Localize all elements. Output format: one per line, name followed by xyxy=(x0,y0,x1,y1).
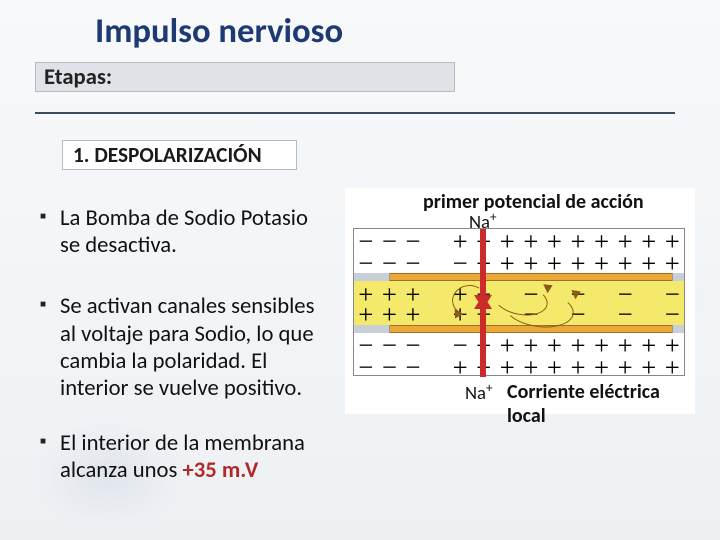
charge-sign: + xyxy=(519,354,543,381)
stage-label: 1. DESPOLARIZACIÓN xyxy=(73,142,262,168)
charge-sign: + xyxy=(566,250,590,277)
charge-sign: + xyxy=(495,354,519,381)
charge-sign: + xyxy=(495,250,519,277)
charge-sign: − xyxy=(661,301,685,328)
charge-row: −−−−+++++++++ xyxy=(354,253,684,273)
stage-box: 1. DESPOLARIZACIÓN xyxy=(62,140,297,170)
charge-sign: + xyxy=(637,354,661,381)
diagram: primer potencial de acción Na+ −−−++++++… xyxy=(345,188,695,414)
page-title: Impulso nervioso xyxy=(95,10,343,52)
slide: Impulso nervioso Etapas: 1. DESPOLARIZAC… xyxy=(0,0,720,540)
na-sup: + xyxy=(490,209,497,225)
charge-sign: − xyxy=(401,354,425,381)
charge-sign: − xyxy=(401,250,425,277)
list-item: La Bomba de Sodio Potasio se desactiva. xyxy=(40,205,330,259)
charge-sign: − xyxy=(378,354,402,381)
charge-sign: + xyxy=(590,250,614,277)
diagram-bottom-label: Corriente eléctrica local xyxy=(507,380,695,428)
list-item: Se activan canales sensibles al voltaje … xyxy=(40,293,330,402)
charge-sign: + xyxy=(519,250,543,277)
charge-sign: + xyxy=(543,354,567,381)
charge-sign: − xyxy=(378,250,402,277)
etapas-label: Etapas: xyxy=(44,63,112,91)
charge-sign: + xyxy=(566,354,590,381)
na-sup: + xyxy=(486,380,493,396)
charge-sign: + xyxy=(448,354,472,381)
charge-sign: + xyxy=(613,250,637,277)
charge-sign: − xyxy=(613,301,637,328)
diagram-box: −−−++++++++++ −−−−+++++++++ ++++−−−−− ++… xyxy=(353,228,685,376)
title-underline xyxy=(35,112,675,114)
charge-sign: + xyxy=(354,301,378,328)
etapas-box: Etapas: xyxy=(35,62,455,92)
arrow-up-icon xyxy=(480,307,486,377)
bullet-list: La Bomba de Sodio Potasio se desactiva. … xyxy=(40,205,330,485)
bullet-text: La Bomba de Sodio Potasio se desactiva. xyxy=(60,204,308,259)
charge-sign: + xyxy=(637,250,661,277)
charge-sign: + xyxy=(590,354,614,381)
charge-sign: + xyxy=(401,301,425,328)
charge-row: −−−−+++++++++ xyxy=(354,335,684,355)
charge-sign: + xyxy=(378,301,402,328)
na-text: Na xyxy=(465,382,486,405)
charge-sign: − xyxy=(354,354,378,381)
charge-sign: + xyxy=(543,250,567,277)
charge-sign: + xyxy=(613,354,637,381)
mv-value: +35 m.V xyxy=(183,456,259,484)
charge-sign: − xyxy=(448,250,472,277)
list-item: El interior de la membrana alcanza unos … xyxy=(40,430,330,484)
bullet-text: Se activan canales sensibles al voltaje … xyxy=(60,292,314,402)
charge-sign: + xyxy=(661,250,685,277)
diagram-title: primer potencial de acción xyxy=(423,190,644,214)
charge-row: −−−++++++++++ xyxy=(354,231,684,251)
na-label-bottom: Na+ xyxy=(465,380,492,405)
charge-sign: + xyxy=(661,354,685,381)
charge-sign: − xyxy=(354,250,378,277)
charge-row: −−−++++++++++ xyxy=(354,357,684,377)
